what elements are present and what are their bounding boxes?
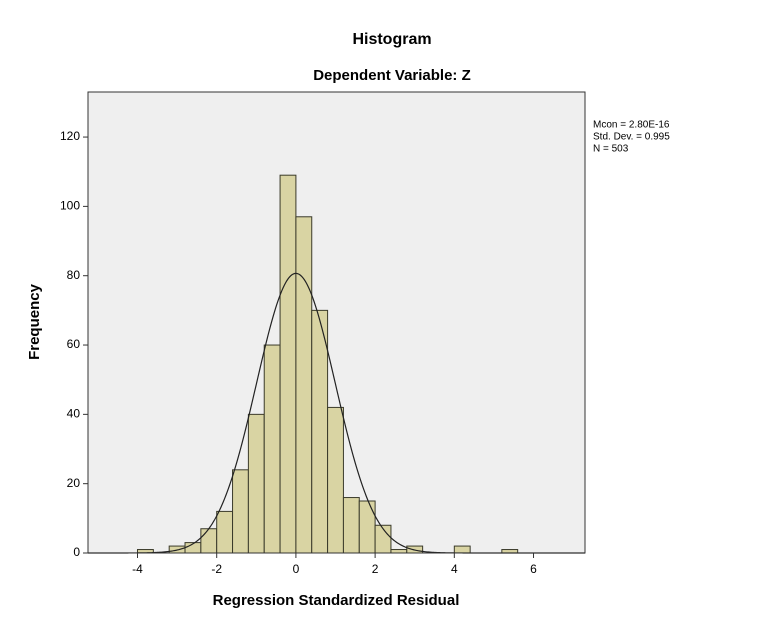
bar [390,549,408,554]
chart-subtitle: Dependent Variable: Z [313,67,471,84]
stats-label: N = 503 [593,144,629,155]
bar [200,528,218,554]
bar [358,500,376,554]
y-tick-label: 60 [67,337,81,351]
y-axis-label: Frequency [26,283,43,360]
y-tick-label: 40 [67,407,81,421]
x-tick-label: 2 [372,562,379,576]
stats-label: Std. Dev. = 0.995 [593,132,670,143]
bar [295,216,313,554]
bar [327,406,344,554]
chart-title: Histogram [352,31,431,48]
x-tick-label: -2 [211,562,222,576]
bar [247,413,265,554]
bar [311,309,329,554]
y-tick-label: 120 [60,129,80,143]
x-tick-label: -4 [132,562,143,576]
bar [453,545,471,554]
x-tick-label: 4 [451,562,458,576]
x-tick-label: 6 [530,562,537,576]
x-tick-label: 0 [293,562,300,576]
stats-label: Mcon = 2.80E-16 [593,120,670,131]
bar [342,497,360,554]
y-tick-label: 100 [60,199,80,213]
bar [263,344,281,554]
y-tick-label: 20 [67,476,81,490]
y-tick-label: 0 [73,545,80,559]
x-axis-label: Regression Standardized Residual [213,592,460,609]
bar [216,510,234,554]
bar [232,469,249,554]
bar [279,174,297,554]
y-tick-label: 80 [67,268,81,282]
